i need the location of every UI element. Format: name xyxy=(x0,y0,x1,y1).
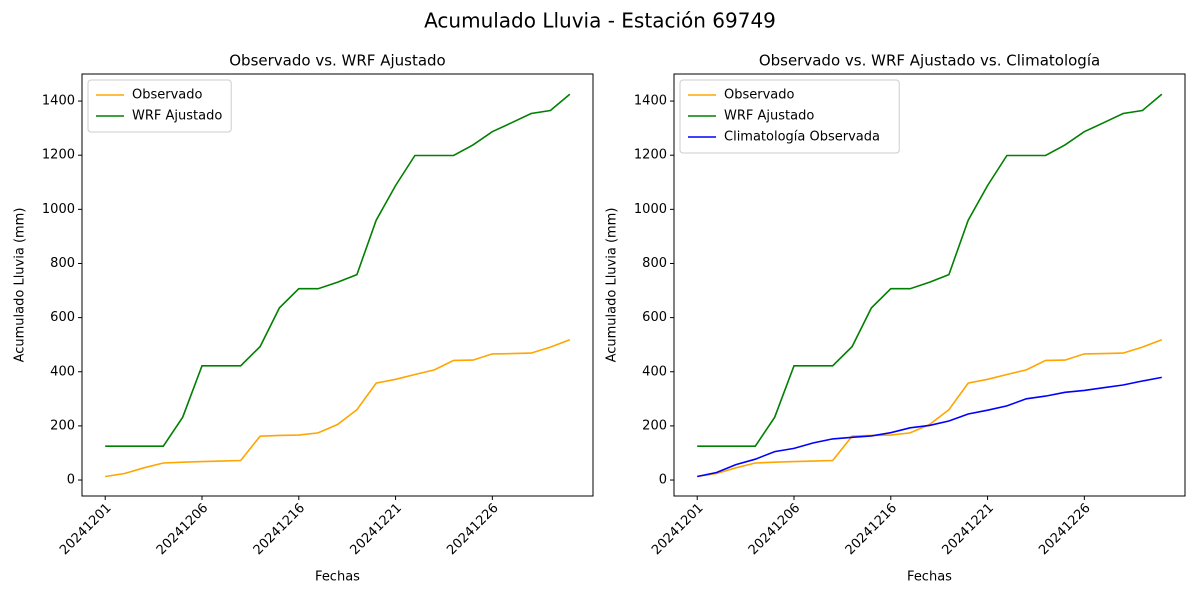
y-tick-label: 1000 xyxy=(634,202,667,217)
axes-title: Observado vs. WRF Ajustado xyxy=(229,52,445,70)
x-tick-label: 20241226 xyxy=(444,501,501,558)
line-series xyxy=(105,93,571,447)
x-tick-label: 20241206 xyxy=(746,501,803,558)
figure-title: Acumulado Lluvia - Estación 69749 xyxy=(424,9,776,33)
y-tick-label: 200 xyxy=(642,418,667,433)
y-tick-label: 800 xyxy=(50,256,75,271)
x-tick-label: 20241221 xyxy=(939,501,996,558)
legend-label: WRF Ajustado xyxy=(132,109,222,124)
x-tick-label: 20241226 xyxy=(1036,501,1093,558)
y-tick-label: 1200 xyxy=(42,148,75,163)
legend-label: Observado xyxy=(132,88,203,103)
y-tick-label: 400 xyxy=(50,364,75,379)
line-series xyxy=(105,339,571,478)
y-tick-label: 0 xyxy=(659,473,667,488)
y-tick-label: 400 xyxy=(642,364,667,379)
legend-label: Climatología Observada xyxy=(724,130,880,145)
axes-title: Observado vs. WRF Ajustado vs. Climatolo… xyxy=(759,52,1100,70)
x-axis-label: Fechas xyxy=(315,570,360,585)
x-axis-label: Fechas xyxy=(907,570,952,585)
y-tick-label: 0 xyxy=(67,473,75,488)
x-tick-label: 20241216 xyxy=(843,501,900,558)
axes-frame xyxy=(81,73,594,497)
y-tick-label: 1000 xyxy=(42,202,75,217)
y-axis-label: Acumulado Lluvia (mm) xyxy=(13,208,28,363)
x-tick-label: 20241201 xyxy=(649,501,706,558)
y-tick-label: 600 xyxy=(642,310,667,325)
legend-label: WRF Ajustado xyxy=(724,109,814,124)
legend-label: Observado xyxy=(724,88,795,103)
y-tick-label: 1400 xyxy=(634,94,667,109)
x-tick-label: 20241216 xyxy=(251,501,308,558)
line-series xyxy=(697,93,1163,447)
axes-frame xyxy=(673,73,1186,497)
line-series xyxy=(697,339,1163,478)
y-axis-label: Acumulado Lluvia (mm) xyxy=(605,208,620,363)
x-tick-label: 20241221 xyxy=(347,501,404,558)
legend-box xyxy=(87,79,232,133)
y-tick-label: 1200 xyxy=(634,148,667,163)
x-tick-label: 20241201 xyxy=(57,501,114,558)
x-tick-label: 20241206 xyxy=(154,501,211,558)
line-series xyxy=(697,376,1162,478)
y-tick-label: 1400 xyxy=(42,94,75,109)
y-tick-label: 800 xyxy=(642,256,667,271)
y-tick-label: 600 xyxy=(50,310,75,325)
y-tick-label: 200 xyxy=(50,418,75,433)
legend-box xyxy=(679,79,900,154)
